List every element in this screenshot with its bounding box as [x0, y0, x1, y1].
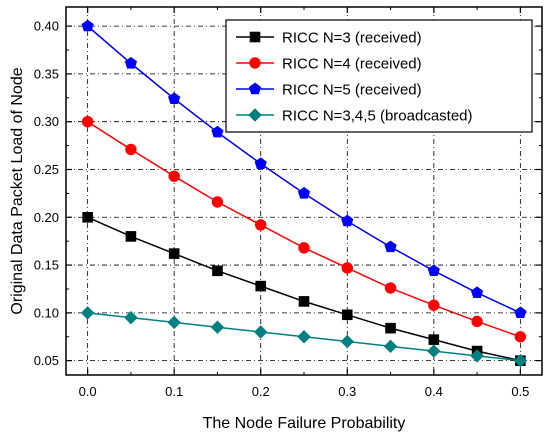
x-tick-label: 0.1	[165, 384, 183, 399]
data-point-series-3	[427, 264, 440, 277]
y-tick-label: 0.05	[34, 353, 59, 368]
legend-label-1: RICC N=3 (received)	[282, 30, 422, 47]
axis-ticks	[66, 7, 542, 375]
data-point-series-1	[125, 231, 137, 242]
data-point-series-2	[211, 196, 224, 208]
series-markers	[80, 19, 528, 368]
data-point-series-3	[470, 286, 484, 298]
data-point-series-4	[254, 325, 268, 339]
y-tick-label: 0.35	[34, 66, 59, 81]
data-point-series-4	[470, 349, 484, 363]
legend: RICC N=3 (received) RICC N=4 (received) RI…	[225, 19, 533, 133]
data-point-series-2	[428, 299, 440, 311]
data-point-series-3	[384, 240, 397, 253]
data-point-series-2	[81, 116, 94, 128]
data-point-series-4	[167, 315, 181, 330]
data-point-series-1	[298, 296, 310, 307]
data-point-series-3	[211, 125, 224, 138]
data-point-series-4	[340, 334, 354, 349]
data-point-series-4	[297, 330, 311, 344]
legend-label-3: RICC N=5 (received)	[282, 82, 422, 99]
data-point-series-2	[298, 242, 310, 254]
legend-box	[225, 19, 533, 133]
data-point-series-3	[124, 56, 138, 69]
y-tick-label: 0.10	[34, 305, 59, 320]
data-point-series-1	[385, 322, 396, 334]
x-axis-title: The Node Failure Probability	[203, 415, 406, 432]
data-point-series-4	[210, 320, 225, 334]
y-tick-label: 0.20	[34, 210, 59, 225]
data-point-series-4	[427, 344, 441, 358]
y-tick-label: 0.25	[34, 162, 59, 177]
data-point-series-4	[383, 339, 398, 354]
data-point-series-2	[341, 262, 353, 274]
data-point-series-3	[341, 214, 354, 227]
data-point-series-1	[212, 265, 223, 277]
x-tick-label: 0.3	[338, 384, 356, 399]
data-point-series-1	[428, 334, 440, 345]
data-point-series-3	[297, 186, 311, 199]
legend-marker-1	[249, 31, 261, 43]
data-point-series-2	[255, 219, 267, 231]
legend-marker-2	[249, 57, 261, 69]
legend-label-4: RICC N=3,4,5 (broadcasted)	[282, 108, 473, 125]
x-tick-label: 0.4	[425, 384, 443, 399]
data-point-series-1	[255, 280, 267, 292]
x-tick-label: 0.2	[252, 384, 270, 399]
x-tick-label: 0.5	[511, 384, 529, 399]
data-point-series-3	[254, 157, 267, 169]
y-tick-labels: 0.05 0.10 0.15 0.20 0.25 0.30 0.35 0.40	[34, 19, 59, 369]
data-point-series-3	[168, 92, 181, 104]
data-point-series-2	[514, 331, 527, 343]
y-tick-label: 0.30	[34, 114, 59, 129]
data-point-series-1	[168, 248, 180, 259]
data-point-series-4	[124, 310, 138, 325]
data-point-series-2	[168, 170, 180, 182]
data-point-series-1	[341, 309, 353, 321]
legend-marker-4	[248, 108, 262, 122]
data-point-series-2	[471, 315, 483, 328]
data-point-series-1	[82, 211, 93, 223]
y-axis-title: Original Data Packet Load of Node	[9, 67, 26, 314]
data-point-series-4	[513, 353, 528, 368]
data-point-series-3	[514, 306, 527, 319]
x-tick-label: 0.0	[79, 384, 97, 399]
data-point-series-2	[125, 143, 137, 156]
data-point-series-3	[81, 19, 94, 32]
y-tick-label: 0.40	[34, 19, 59, 34]
x-tick-labels: 0.0 0.1 0.2 0.3 0.4 0.5	[79, 384, 530, 399]
y-tick-label: 0.15	[34, 258, 59, 273]
data-point-series-2	[384, 282, 397, 294]
legend-marker-3	[248, 82, 262, 95]
legend-label-2: RICC N=4 (received)	[282, 56, 422, 73]
data-point-series-4	[80, 306, 95, 320]
